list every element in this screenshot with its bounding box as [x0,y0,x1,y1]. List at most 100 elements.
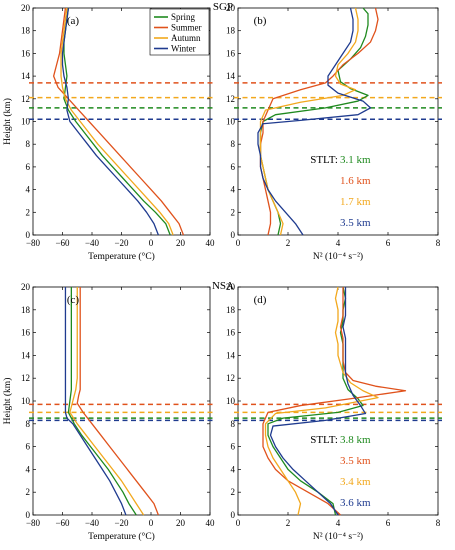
x-tick-label: 8 [436,518,441,528]
x-axis-label: N² (10⁻⁴ s⁻²) [313,531,363,542]
x-tick-label: 0 [149,238,154,248]
x-tick-label: −40 [85,238,100,248]
y-tick-label: 4 [231,185,236,195]
x-tick-label: 4 [336,238,341,248]
x-tick-label: −60 [55,518,70,528]
y-tick-label: 20 [21,3,31,13]
y-tick-label: 14 [21,350,31,360]
series-line-summer [259,7,379,236]
panel-label: (b) [254,15,267,27]
y-tick-label: 6 [26,442,31,452]
panel-label: (c) [67,294,80,306]
y-tick-label: 18 [226,26,236,36]
x-tick-label: 2 [286,518,291,528]
x-tick-label: −20 [114,518,129,528]
y-tick-label: 20 [226,282,236,292]
legend-label-autumn: Autumn [171,33,201,43]
stlt-value-autumn: 1.7 km [340,196,371,208]
y-tick-label: 6 [231,442,236,452]
x-axis-label: Temperature (°C) [88,531,155,542]
x-axis-label: Temperature (°C) [88,251,155,262]
y-tick-label: 10 [226,396,236,406]
x-tick-label: 8 [436,238,441,248]
stlt-prefix: STLT: [310,154,338,166]
y-tick-label: 20 [21,282,31,292]
panel-d: 0 2 4 6 8 0 2 4 6 8 10 12 14 16 18 20 (d) N² (10⁻⁴ s⁻²) NS… [212,280,442,542]
y-tick-label: 8 [231,419,236,429]
y-axis-label: Height (km) [2,98,13,145]
y-tick-label: 20 [226,3,236,13]
site-label: SGP [213,1,233,13]
y-tick-label: 14 [21,71,31,81]
stlt-value-autumn: 3.4 km [340,476,371,488]
x-axis-label: N² (10⁻⁴ s⁻²) [313,251,363,262]
stlt-value-spring: 3.1 km [340,154,371,166]
legend-label-spring: Spring [171,12,196,22]
y-tick-label: 10 [21,117,31,127]
stlt-value-spring: 3.8 km [340,434,371,446]
panel-label: (a) [67,15,80,27]
y-tick-label: 2 [26,207,31,217]
y-tick-label: 6 [231,162,236,172]
x-tick-label: 40 [206,518,216,528]
x-tick-label: 2 [286,238,291,248]
y-tick-label: 16 [226,328,236,338]
site-label: NSA [212,280,234,292]
y-tick-label: 18 [226,305,236,315]
panel-a: −80 −60 −40 −20 0 20 40 0 2 4 6 8 10 12 14 16 18 20 (a) Tem… [2,3,215,262]
legend-label-summer: Summer [171,23,202,33]
x-tick-label: 0 [236,518,241,528]
y-tick-label: 10 [226,117,236,127]
y-tick-label: 8 [26,419,31,429]
x-tick-label: 40 [206,238,216,248]
y-tick-label: 12 [21,94,30,104]
y-tick-label: 12 [226,94,235,104]
series-line-summer [76,287,159,516]
y-axis-label: Height (km) [2,378,13,425]
x-tick-label: −40 [85,518,100,528]
x-tick-label: −60 [55,238,70,248]
x-tick-label: 6 [386,518,391,528]
series-line-autumn [60,7,174,236]
y-tick-label: 2 [231,207,236,217]
legend-label-winter: Winter [171,44,196,54]
x-tick-label: 6 [386,238,391,248]
y-tick-label: 2 [231,487,236,497]
y-tick-label: 16 [21,328,31,338]
x-tick-label: 20 [176,238,186,248]
y-tick-label: 18 [21,26,31,36]
y-tick-label: 8 [26,139,31,149]
series-line-winter [257,7,372,236]
series-line-autumn [259,7,359,236]
panel-label: (d) [254,294,267,306]
x-tick-label: −80 [26,238,41,248]
y-tick-label: 12 [226,373,235,383]
series-line-summer [262,287,407,516]
y-tick-label: 18 [21,305,31,315]
y-tick-label: 2 [26,487,31,497]
x-tick-label: 20 [176,518,186,528]
stlt-value-winter: 3.5 km [340,217,371,229]
y-tick-label: 8 [231,139,236,149]
y-tick-label: 4 [26,185,31,195]
y-tick-label: 6 [26,162,31,172]
y-tick-label: 0 [26,510,31,520]
y-tick-label: 12 [21,373,30,383]
stlt-value-winter: 3.6 km [340,497,371,509]
y-tick-label: 14 [226,350,236,360]
series-line-winter [269,287,367,516]
stlt-value-summer: 3.5 km [340,455,371,467]
y-tick-label: 4 [231,464,236,474]
y-tick-label: 4 [26,464,31,474]
y-tick-label: 0 [231,510,236,520]
x-tick-label: 0 [149,518,154,528]
series-line-summer [53,7,185,236]
stlt-prefix: STLT: [310,434,338,446]
x-tick-label: 4 [336,518,341,528]
series-line-winter [61,7,159,236]
x-tick-label: 0 [236,238,241,248]
y-tick-label: 0 [26,230,31,240]
x-tick-label: −80 [26,518,41,528]
